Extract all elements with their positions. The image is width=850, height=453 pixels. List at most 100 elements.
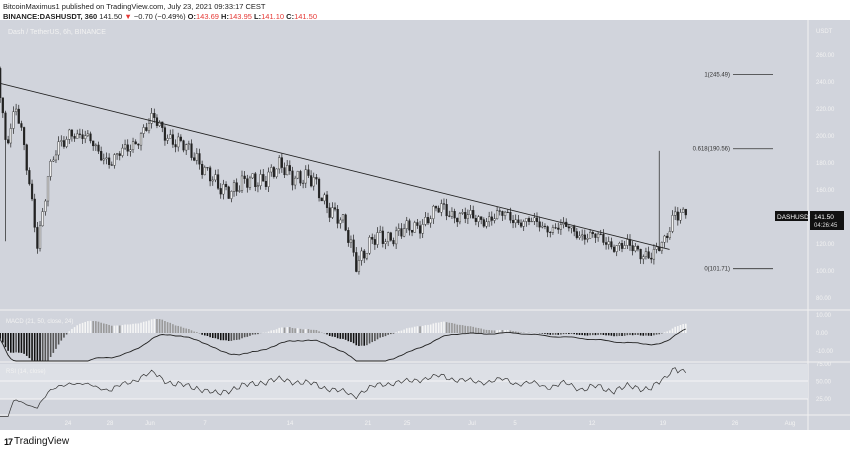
- candle: [339, 217, 342, 229]
- last-price: 141.50: [99, 12, 123, 21]
- candle: [682, 207, 685, 213]
- candle-body: [280, 157, 283, 168]
- candle-body: [684, 208, 687, 216]
- candle: [110, 161, 113, 166]
- candle: [299, 169, 302, 186]
- candle: [294, 175, 297, 190]
- candle: [541, 221, 544, 229]
- candle: [498, 208, 501, 216]
- candle-body: [190, 143, 193, 158]
- candle: [267, 167, 270, 192]
- price-tick: 160.00: [816, 188, 835, 194]
- candle-body: [612, 246, 616, 252]
- candle: [341, 213, 345, 223]
- candle: [384, 238, 387, 250]
- candle-body: [658, 246, 661, 252]
- candle-body: [86, 133, 89, 136]
- candle-body: [211, 179, 214, 182]
- candle-body: [424, 217, 427, 225]
- candle: [482, 217, 485, 228]
- candle: [493, 213, 496, 224]
- candle: [232, 179, 236, 197]
- candle: [219, 183, 222, 199]
- candle-body: [20, 123, 23, 128]
- candle-body: [68, 129, 71, 140]
- candle-body: [663, 235, 666, 243]
- candle-body: [395, 230, 398, 245]
- rsi-tick: 75.00: [816, 362, 832, 368]
- chart-canvas[interactable]: Dash / TetherUS, 6h, BINANCE USDT 260.00…: [0, 20, 850, 430]
- candle-body: [639, 248, 642, 260]
- time-tick: 24: [65, 421, 72, 427]
- candle-body: [543, 225, 547, 227]
- candle: [94, 143, 97, 151]
- candle-body: [203, 167, 206, 175]
- candle: [373, 234, 376, 250]
- price-tick: 100.00: [816, 269, 835, 275]
- candle-body: [477, 216, 480, 222]
- candle-body: [17, 108, 20, 124]
- candle-body: [137, 143, 140, 146]
- macd-line: [0, 328, 686, 362]
- candle-body: [434, 205, 438, 209]
- candle-body: [44, 200, 47, 212]
- candle: [248, 175, 252, 191]
- candle-body: [195, 153, 198, 161]
- candle: [575, 228, 578, 240]
- candle: [256, 182, 260, 193]
- candle: [235, 178, 238, 196]
- candle-body: [286, 165, 289, 176]
- price-tick: 260.00: [816, 53, 835, 59]
- trendline[interactable]: [0, 82, 670, 250]
- candle: [448, 210, 451, 218]
- candle: [7, 135, 10, 145]
- candle-body: [535, 217, 539, 222]
- candle: [583, 229, 586, 245]
- candle: [36, 221, 39, 254]
- candle: [272, 166, 275, 179]
- candle: [1, 97, 4, 118]
- candle: [589, 229, 592, 239]
- candle-body: [153, 113, 156, 118]
- tradingview-logo[interactable]: 17 TradingView: [4, 436, 69, 447]
- candle-body: [288, 165, 291, 172]
- open-label: O:: [187, 12, 196, 21]
- candle: [387, 231, 390, 247]
- candle-body: [169, 134, 172, 139]
- fib-level-label: 0(101.71): [704, 267, 730, 273]
- candle-body: [567, 226, 570, 229]
- candle: [549, 231, 552, 238]
- candle: [38, 221, 42, 252]
- candle-body: [118, 153, 121, 156]
- candle-body: [70, 129, 74, 137]
- candle-body: [216, 174, 220, 189]
- candle-body: [235, 182, 238, 192]
- candle-body: [554, 227, 557, 229]
- candle: [634, 242, 637, 253]
- candle: [105, 152, 108, 165]
- candle-body: [403, 228, 406, 237]
- candle: [100, 146, 103, 162]
- candle: [9, 123, 12, 148]
- candle-body: [110, 164, 113, 166]
- candle: [365, 252, 368, 261]
- candle: [0, 66, 2, 103]
- candle: [44, 199, 47, 216]
- candle-body: [381, 230, 384, 244]
- candle-body: [227, 186, 230, 199]
- candle: [663, 234, 666, 248]
- candle-body: [679, 212, 682, 221]
- candle-body: [490, 216, 493, 221]
- candle: [198, 148, 201, 170]
- candle-body: [655, 246, 658, 250]
- time-axis[interactable]: [0, 415, 808, 430]
- candle: [581, 229, 584, 241]
- candle-body: [368, 237, 371, 254]
- candle: [506, 209, 509, 213]
- candle: [525, 218, 528, 227]
- candle-body: [206, 167, 209, 169]
- candle: [270, 164, 273, 177]
- candle: [586, 233, 589, 243]
- candle: [12, 106, 15, 134]
- candle-body: [442, 203, 446, 205]
